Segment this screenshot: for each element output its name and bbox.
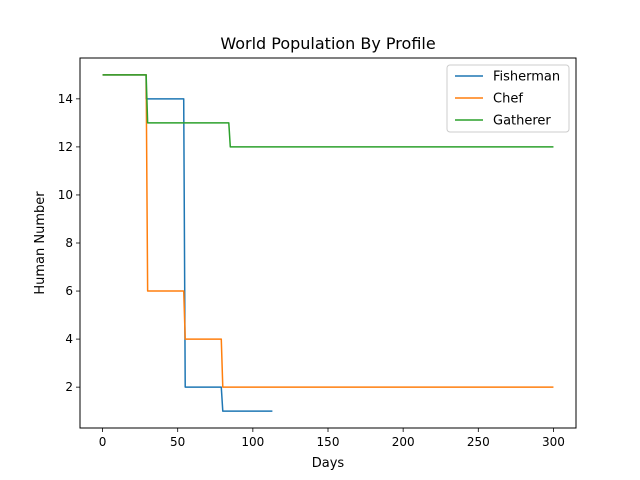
plot-lines (102, 74, 554, 412)
y-tick-label: 12 (58, 140, 73, 154)
x-tick-label: 200 (392, 435, 415, 449)
y-axis-label: Human Number (33, 191, 48, 295)
y-tick-label: 10 (58, 188, 73, 202)
y-tick-label: 8 (65, 236, 73, 250)
legend-label-chef: Chef (493, 92, 523, 107)
legend-label-fisherman: Fisherman (493, 70, 560, 85)
legend-label-gatherer: Gatherer (493, 114, 551, 129)
x-tick-label: 300 (542, 435, 565, 449)
series-line-chef (102, 74, 554, 388)
legend: Fisherman Chef Gatherer (446, 64, 570, 133)
series-line-gatherer (102, 74, 554, 148)
y-axis: 2 4 6 8 10 12 14 (58, 92, 80, 394)
x-axis-label: Days (312, 456, 345, 471)
y-tick-label: 4 (65, 332, 73, 346)
x-tick-label: 150 (317, 435, 340, 449)
y-tick-label: 6 (65, 284, 73, 298)
x-tick-label: 100 (241, 435, 264, 449)
x-tick-label: 0 (99, 435, 107, 449)
y-tick-label: 2 (65, 380, 73, 394)
x-tick-label: 50 (170, 435, 185, 449)
y-tick-label: 14 (58, 92, 73, 106)
x-tick-label: 250 (467, 435, 490, 449)
x-axis: 0 50 100 150 200 250 300 (99, 428, 565, 449)
legend-box (446, 64, 570, 133)
chart-title: World Population By Profile (220, 34, 435, 53)
